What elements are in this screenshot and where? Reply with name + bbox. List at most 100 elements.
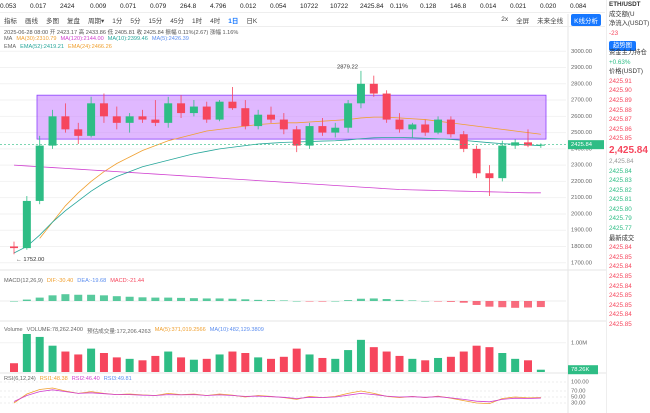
macd-bar bbox=[151, 297, 160, 301]
macd-bar bbox=[138, 297, 147, 301]
ticker-value: 0.071 bbox=[120, 3, 137, 10]
bid-price: 2425.77 bbox=[609, 225, 632, 233]
ticker-value: 146.8 bbox=[450, 3, 467, 10]
toolbar-item[interactable]: 45分 bbox=[170, 17, 184, 25]
candle-body bbox=[177, 103, 186, 114]
button[interactable]: 趋势图 bbox=[609, 41, 636, 51]
ticker-value: 0.11% bbox=[390, 3, 408, 10]
toolbar-item[interactable]: 指标 bbox=[4, 17, 17, 25]
legend-item: MA(120):2144.00 bbox=[60, 36, 104, 42]
candle-body bbox=[215, 101, 224, 120]
volume-bar bbox=[202, 358, 211, 372]
ema-legend: EMA EMA(52):2419.21 EMA(24):2466.26 bbox=[4, 44, 116, 50]
toolbar-item[interactable]: K线分析 bbox=[571, 13, 601, 26]
current-price-box bbox=[568, 140, 604, 150]
candle-body bbox=[369, 83, 378, 94]
ohlc-text: 2025-06-28 08:00 开 2423.17 高 2433.86 低 2… bbox=[4, 30, 239, 36]
bid-price: 2425.80 bbox=[609, 205, 632, 213]
volume-bar bbox=[434, 357, 443, 372]
macd-bar bbox=[61, 294, 70, 301]
trade-price: 2425.85 bbox=[609, 292, 632, 300]
bid-price: 2425.81 bbox=[609, 196, 632, 204]
macd-bar bbox=[395, 299, 404, 301]
macd-bar bbox=[125, 296, 134, 301]
trades-head: 最新成交 bbox=[609, 234, 635, 242]
candle-body bbox=[382, 93, 391, 120]
toolbar-item[interactable]: 未来全线 bbox=[537, 17, 564, 25]
toolbar-item[interactable]: 周期▾ bbox=[88, 17, 105, 25]
macd-bar bbox=[524, 301, 532, 308]
macd-bar bbox=[511, 301, 520, 308]
volume-bar bbox=[22, 334, 31, 372]
volume-bar bbox=[472, 345, 481, 372]
macd-bar bbox=[164, 297, 173, 301]
legend-item: MA(30):2310.79 bbox=[16, 36, 57, 42]
toolbar-item[interactable]: 4时 bbox=[210, 17, 221, 25]
order-book-sidebar: ETH/USDT 成交额(U 净流入(USDT) -23 趋势图 资金主力持仓 +0.63%… bbox=[606, 0, 650, 413]
volume-bar bbox=[485, 347, 494, 372]
candle-body bbox=[472, 148, 481, 174]
candle-body bbox=[164, 103, 173, 123]
macd-bar bbox=[228, 298, 237, 301]
candle-body bbox=[292, 129, 301, 146]
toolbar-item[interactable]: 1分 bbox=[112, 17, 123, 25]
trade-price: 2425.85 bbox=[609, 301, 632, 309]
toolbar-item[interactable]: 5分 bbox=[130, 17, 141, 25]
y-tick-label: 70.00 bbox=[571, 389, 586, 395]
volume-bar bbox=[189, 359, 198, 372]
legend-item: 预估成交量:172,206.4263 bbox=[86, 329, 151, 335]
macd-bar bbox=[536, 301, 545, 308]
legend-item: VOLUME:78,262.2400 bbox=[26, 327, 83, 333]
toolbar-item[interactable]: 1时 bbox=[191, 17, 203, 25]
toolbar-item[interactable]: 日K bbox=[246, 17, 258, 25]
macd-bar bbox=[202, 298, 211, 301]
trade-price: 2425.85 bbox=[609, 253, 632, 261]
y-tick-label: 100.00 bbox=[571, 380, 589, 386]
volume-bar bbox=[48, 345, 57, 372]
last-price: 2,425.84 bbox=[609, 144, 648, 156]
toolbar-item[interactable]: 复盘 bbox=[67, 17, 80, 25]
toolbar-item[interactable]: 全屏 bbox=[516, 17, 530, 25]
macd-bar bbox=[382, 299, 391, 301]
volume-bar bbox=[498, 353, 507, 372]
ticker-value: 0.017 bbox=[30, 3, 47, 10]
macd-bar bbox=[189, 298, 198, 301]
ticker-value: 0.079 bbox=[150, 3, 167, 10]
candle-body bbox=[99, 103, 108, 117]
volume-bar bbox=[10, 363, 18, 372]
toolbar-item[interactable]: 15分 bbox=[148, 17, 163, 25]
candle-body bbox=[318, 126, 327, 133]
ticker-value: 10722 bbox=[300, 3, 319, 10]
ticker-value: 2425.84 bbox=[360, 3, 384, 10]
candle-body bbox=[421, 124, 430, 133]
legend-item: MA(5):2426.39 bbox=[151, 36, 189, 42]
ticker-value: 0.012 bbox=[240, 3, 257, 10]
toolbar-item[interactable]: 多图 bbox=[46, 17, 59, 25]
candle-body bbox=[279, 119, 288, 130]
volume-bar bbox=[138, 360, 147, 372]
macd-legend: MACD(12,26,9) DIF:-30.40 DEA:-19.68 MACD:-2… bbox=[4, 278, 148, 284]
volume-bar bbox=[536, 369, 545, 372]
candle-body bbox=[344, 103, 353, 128]
legend-item: MA bbox=[4, 36, 13, 42]
volume-bar bbox=[99, 353, 108, 372]
macd-bar bbox=[35, 297, 44, 301]
macd-bar bbox=[254, 299, 263, 301]
toolbar-item[interactable]: 1日 bbox=[228, 17, 239, 25]
volume-bar bbox=[331, 358, 340, 372]
macd-bar bbox=[369, 298, 378, 301]
legend-item: MA(10):2399.46 bbox=[107, 36, 148, 42]
volume-current-label: 78.26K bbox=[571, 367, 590, 373]
current-price-label: 2425.84 bbox=[571, 142, 593, 148]
macd-bar bbox=[305, 301, 314, 302]
volume-bar bbox=[305, 354, 314, 372]
volume-bar bbox=[279, 356, 288, 372]
ticker-value: 0.054 bbox=[270, 3, 287, 10]
ma-line bbox=[13, 137, 541, 254]
candle-body bbox=[434, 119, 443, 133]
volume-bar bbox=[164, 351, 173, 372]
toolbar-item[interactable]: 2x bbox=[501, 16, 509, 23]
legend-item: RSI(6,12,24) bbox=[4, 376, 36, 382]
toolbar-item[interactable]: 画线 bbox=[25, 17, 38, 25]
volume-bar bbox=[446, 356, 455, 372]
